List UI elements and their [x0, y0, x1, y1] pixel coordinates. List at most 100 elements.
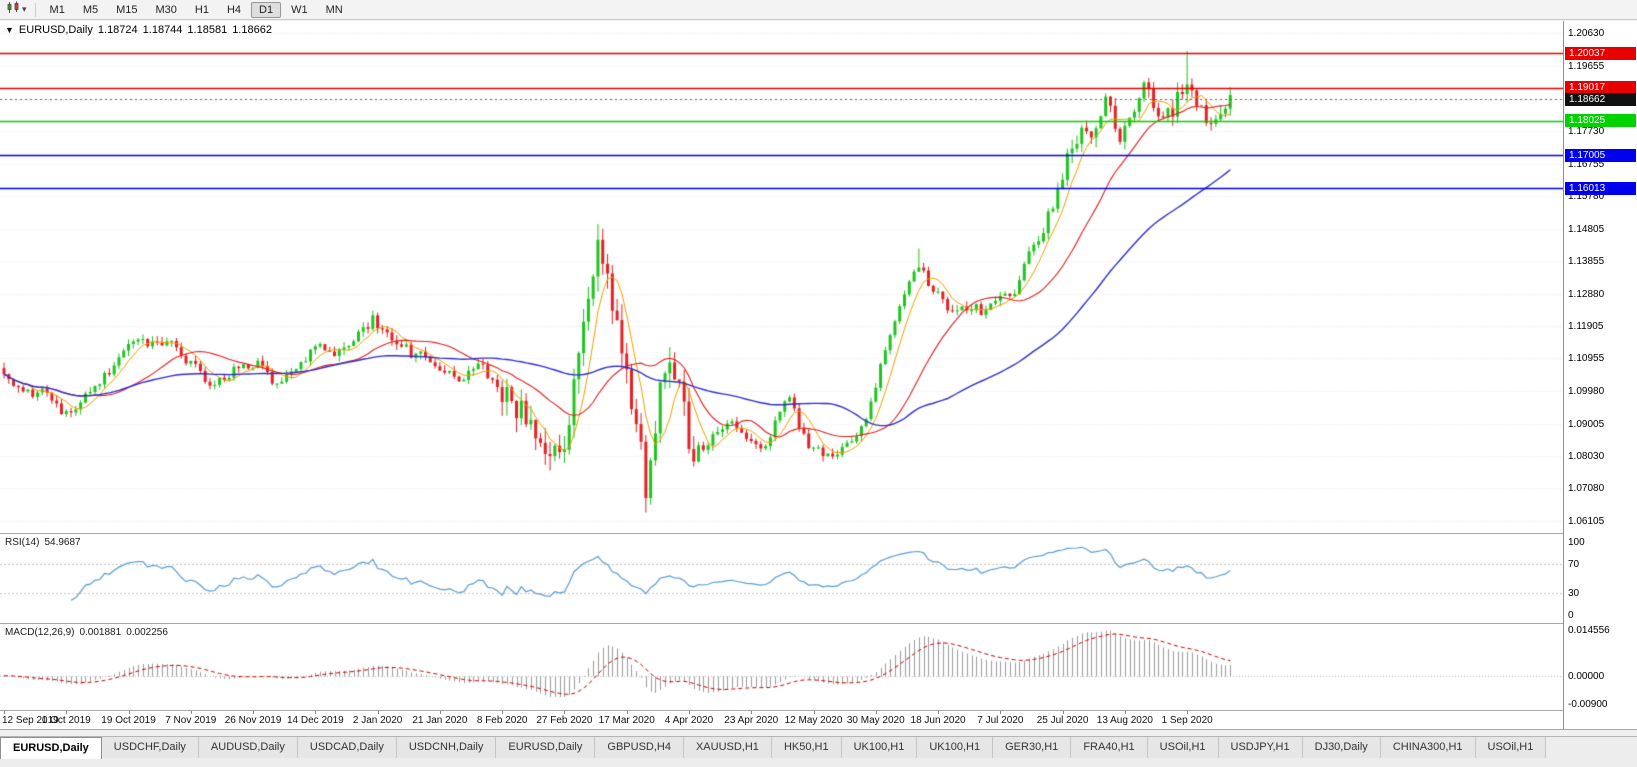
- candlestick-chart-icon: [6, 1, 21, 19]
- chart-tab-usdcnh-daily[interactable]: USDCNH,Daily: [396, 737, 497, 758]
- macd-axis-label: -0.00900: [1568, 699, 1608, 710]
- chart-tab-hk50-h1[interactable]: HK50,H1: [771, 737, 842, 758]
- date-axis-tick: [66, 711, 67, 714]
- timeframe-button-h1[interactable]: H1: [194, 3, 209, 16]
- macd-chart-canvas[interactable]: [0, 624, 1563, 710]
- macd-axis-label: 0.00000: [1568, 671, 1605, 682]
- date-axis-tick: [689, 711, 690, 714]
- pane-resize-handle[interactable]: [0, 533, 1637, 534]
- timeframe-button-m1[interactable]: M1: [49, 3, 65, 16]
- date-axis-tick: [876, 711, 877, 714]
- chart-tab-xauusd-h1[interactable]: XAUUSD,H1: [683, 737, 772, 758]
- timeframe-button-group: M1 M5 M15 M30 H1 H4 D1 W1 MN: [41, 1, 352, 18]
- chart-tab-eurusd-daily[interactable]: EURUSD,Daily: [0, 737, 102, 759]
- rsi-axis-label: 0: [1568, 610, 1574, 621]
- price-axis-label: 1.09005: [1568, 419, 1605, 430]
- date-axis-label: 4 Apr 2020: [664, 715, 714, 726]
- rsi-indicator-label: RSI(14) 54.9687: [5, 537, 81, 548]
- chart-symbol-period: EURUSD,Daily: [18, 24, 93, 36]
- date-axis-label: 21 Jan 2020: [412, 715, 468, 726]
- date-axis-label: 14 Dec 2019: [286, 715, 344, 726]
- date-axis-tick: [191, 711, 192, 714]
- chart-tab-audusd-daily[interactable]: AUDUSD,Daily: [198, 737, 298, 758]
- date-axis-label: 7 Jul 2020: [977, 715, 1024, 726]
- timeframe-button-mn[interactable]: MN: [325, 3, 343, 16]
- date-axis-label: 1 Oct 2019: [41, 715, 91, 726]
- date-axis-tick: [129, 711, 130, 714]
- price-axis-label: 1.08030: [1568, 451, 1605, 462]
- ohlc-high: 1.18744: [142, 24, 183, 36]
- price-axis[interactable]: 1.206301.196551.186801.177301.167551.157…: [1563, 21, 1637, 729]
- date-axis-tick: [315, 711, 316, 714]
- date-axis-tick: [378, 711, 379, 714]
- chart-window: ▼ EURUSD,Daily 1.18724 1.18744 1.18581 1.1866…: [0, 21, 1637, 730]
- date-axis-label: 1 Sep 2020: [1161, 715, 1213, 726]
- price-axis-label: 1.13855: [1568, 256, 1605, 267]
- chart-tab-usoil-h1[interactable]: USOil,H1: [1475, 737, 1547, 758]
- rsi-axis-label: 100: [1568, 537, 1585, 548]
- date-axis-tick: [751, 711, 752, 714]
- date-axis-label: 23 Apr 2020: [724, 715, 779, 726]
- date-axis-label: 26 Nov 2019: [224, 715, 282, 726]
- ohlc-open: 1.18724: [97, 24, 138, 36]
- date-axis-label: 12 May 2020: [784, 715, 843, 726]
- resistance-line-tag: 1.19017: [1565, 81, 1636, 94]
- date-axis-tick: [1063, 711, 1064, 714]
- timeframe-button-h4[interactable]: H4: [226, 3, 242, 16]
- chart-tab-eurusd-daily[interactable]: EURUSD,Daily: [496, 737, 596, 758]
- date-axis-tick: [814, 711, 815, 714]
- price-axis-label: 1.09980: [1568, 386, 1605, 397]
- rsi-axis-label: 30: [1568, 588, 1580, 599]
- timeframe-button-d1[interactable]: D1: [251, 1, 282, 18]
- chart-tab-usoil-h1[interactable]: USOil,H1: [1147, 737, 1219, 758]
- date-axis-label: 18 Jun 2020: [910, 715, 966, 726]
- chevron-down-icon: ▾: [22, 4, 27, 14]
- price-axis-label: 1.10955: [1568, 353, 1605, 364]
- price-pane: ▼ EURUSD,Daily 1.18724 1.18744 1.18581 1.1866…: [0, 21, 1563, 533]
- price-axis-label: 1.19655: [1568, 61, 1605, 72]
- chart-tab-usdchf-daily[interactable]: USDCHF,Daily: [101, 737, 199, 758]
- date-axis-tick: [253, 711, 254, 714]
- date-axis-tick: [502, 711, 503, 714]
- date-axis-label: 7 Nov 2019: [165, 715, 217, 726]
- timeframe-button-m30[interactable]: M30: [155, 3, 177, 16]
- price-chart-canvas[interactable]: [0, 21, 1563, 533]
- rsi-pane: [0, 534, 1563, 623]
- chart-tab-ger30-h1[interactable]: GER30,H1: [993, 737, 1072, 758]
- current-price-tag: 1.18662: [1565, 93, 1636, 106]
- date-axis-tick: [1125, 711, 1126, 714]
- rsi-axis-label: 70: [1568, 559, 1580, 570]
- price-axis-label: 1.20630: [1568, 28, 1605, 39]
- toolbar: ▾ M1 M5 M15 M30 H1 H4 D1 W1 MN: [0, 0, 1637, 20]
- date-axis-label: 30 May 2020: [846, 715, 905, 726]
- one-click-trading-collapse-icon[interactable]: ▼: [5, 25, 14, 35]
- timeframe-button-w1[interactable]: W1: [291, 3, 308, 16]
- price-axis-label: 1.11905: [1568, 321, 1604, 332]
- chart-type-dropdown[interactable]: ▾: [3, 1, 30, 19]
- chart-tab-usdjpy-h1[interactable]: USDJPY,H1: [1218, 737, 1303, 758]
- date-axis-label: 8 Feb 2020: [476, 715, 528, 726]
- chart-tab-uk100-h1[interactable]: UK100,H1: [917, 737, 994, 758]
- chart-tab-fra40-h1[interactable]: FRA40,H1: [1071, 737, 1148, 758]
- date-axis[interactable]: 12 Sep 2019 1 Oct 2019 19 Oct 2019 7 Nov 20…: [0, 711, 1563, 729]
- timeframe-button-m15[interactable]: M15: [116, 3, 138, 16]
- chart-tab-gbpusd-h4[interactable]: GBPUSD,H4: [595, 737, 684, 758]
- price-axis-label: 1.17730: [1568, 126, 1605, 137]
- date-axis-label: 27 Feb 2020: [536, 715, 593, 726]
- price-axis-label: 1.16755: [1568, 159, 1605, 170]
- date-axis-tick: [440, 711, 441, 714]
- chart-tab-china300-h1[interactable]: CHINA300,H1: [1380, 737, 1476, 758]
- chart-title: ▼ EURUSD,Daily 1.18724 1.18744 1.18581 1.1866…: [5, 24, 277, 36]
- date-axis-tick: [1187, 711, 1188, 714]
- pane-resize-handle[interactable]: [0, 623, 1637, 624]
- chart-tab-dj30-daily[interactable]: DJ30,Daily: [1302, 737, 1381, 758]
- chart-tab-uk100-h1[interactable]: UK100,H1: [841, 737, 918, 758]
- support-line-tag: 1.17005: [1565, 149, 1636, 162]
- chart-tab-bar: EURUSD,Daily USDCHF,Daily AUDUSD,Daily USDC…: [0, 736, 1637, 767]
- price-axis-label: 1.06105: [1568, 516, 1605, 527]
- rsi-chart-canvas[interactable]: [0, 534, 1563, 623]
- timeframe-button-m5[interactable]: M5: [82, 3, 99, 16]
- chart-tab-usdcad-daily[interactable]: USDCAD,Daily: [297, 737, 397, 758]
- price-axis-label: 1.07080: [1568, 483, 1605, 494]
